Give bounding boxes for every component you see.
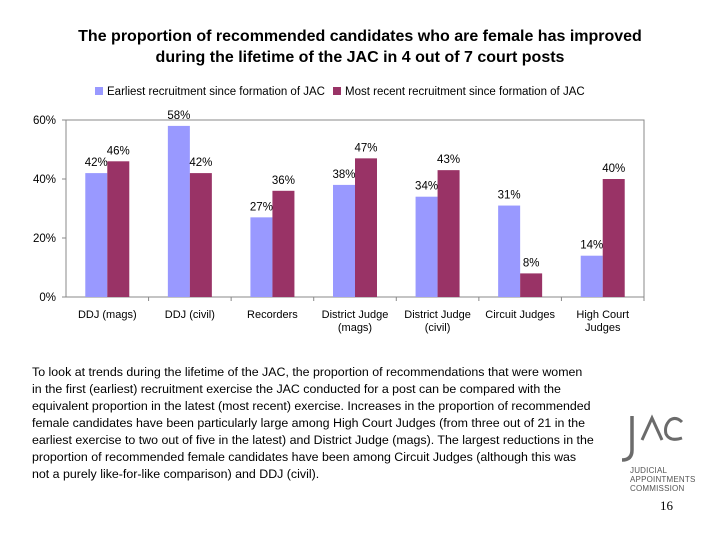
x-tick-label: Circuit Judges bbox=[485, 309, 555, 321]
data-label-series1-6: 31% bbox=[498, 190, 521, 202]
legend-label-1: Earliest recruitment since formation of … bbox=[107, 86, 325, 98]
slide-title-line-1: The proportion of recommended candidates… bbox=[78, 28, 642, 45]
x-tick-label: DDJ (civil) bbox=[165, 309, 215, 321]
bar-series1-2 bbox=[167, 125, 190, 298]
data-label-series1-2: 58% bbox=[167, 110, 190, 122]
bar-series1-4 bbox=[333, 184, 355, 297]
jac-logo: JUDICIAL APPOINTMENTS COMMISSION bbox=[612, 410, 712, 500]
bar-series2-4 bbox=[355, 158, 377, 297]
page-number: 16 bbox=[660, 498, 673, 513]
bar-series2-7 bbox=[602, 179, 625, 297]
x-tick-label: High Court bbox=[576, 309, 629, 321]
bar-chart: Earliest recruitment since formation of … bbox=[33, 86, 645, 334]
data-label-series1-1: 42% bbox=[85, 157, 108, 169]
bar-series2-5 bbox=[437, 170, 460, 297]
data-label-series2-3: 36% bbox=[272, 175, 295, 187]
body-paragraph: To look at trends during the lifetime of… bbox=[32, 365, 594, 481]
legend-swatch-2 bbox=[333, 87, 341, 95]
x-tick-label: Recorders bbox=[247, 309, 298, 321]
x-tick-label: DDJ (mags) bbox=[78, 309, 137, 321]
x-tick-label: District Judge bbox=[404, 309, 471, 321]
y-tick-label: 40% bbox=[33, 174, 56, 186]
data-label-series2-5: 43% bbox=[437, 154, 460, 166]
jac-logo-mark bbox=[621, 414, 684, 462]
bar-series1-7 bbox=[580, 255, 603, 297]
data-label-series2-1: 46% bbox=[107, 145, 130, 157]
jac-logo-text: JUDICIAL APPOINTMENTS COMMISSION bbox=[630, 466, 696, 493]
data-label-series2-2: 42% bbox=[189, 157, 212, 169]
legend-label-2: Most recent recruitment since formation … bbox=[345, 86, 585, 98]
logo-line-2: APPOINTMENTS bbox=[630, 475, 696, 484]
x-tick-label: (civil) bbox=[425, 322, 451, 334]
data-label-series2-7: 40% bbox=[602, 163, 625, 175]
data-label-series1-3: 27% bbox=[250, 201, 273, 213]
bar-series1-3 bbox=[250, 217, 273, 297]
bar-series2-1 bbox=[107, 161, 130, 297]
bar-series1-5 bbox=[415, 196, 438, 297]
bar-series2-2 bbox=[189, 173, 212, 297]
y-tick-label: 0% bbox=[39, 292, 56, 304]
data-label-series2-6: 8% bbox=[523, 257, 540, 269]
legend-swatch-1 bbox=[95, 87, 103, 95]
data-label-series1-7: 14% bbox=[580, 240, 603, 252]
data-label-series1-5: 34% bbox=[415, 181, 438, 193]
data-label-series1-4: 38% bbox=[332, 169, 355, 181]
logo-line-1: JUDICIAL bbox=[630, 466, 668, 475]
slide-title-line-2: during the lifetime of the JAC in 4 out … bbox=[155, 49, 565, 66]
data-label-series2-4: 47% bbox=[354, 142, 377, 154]
y-tick-label: 20% bbox=[33, 233, 56, 245]
x-tick-label: (mags) bbox=[338, 322, 372, 334]
y-tick-label: 60% bbox=[33, 115, 56, 127]
x-tick-label: Judges bbox=[585, 322, 621, 334]
bar-series2-3 bbox=[272, 190, 295, 297]
bar-series1-6 bbox=[498, 205, 521, 297]
x-tick-label: District Judge bbox=[322, 309, 389, 321]
logo-line-3: COMMISSION bbox=[630, 484, 685, 493]
slide-title: The proportion of recommended candidates… bbox=[20, 26, 700, 68]
bar-series2-6 bbox=[520, 273, 543, 297]
bar-series1-1 bbox=[85, 173, 108, 297]
